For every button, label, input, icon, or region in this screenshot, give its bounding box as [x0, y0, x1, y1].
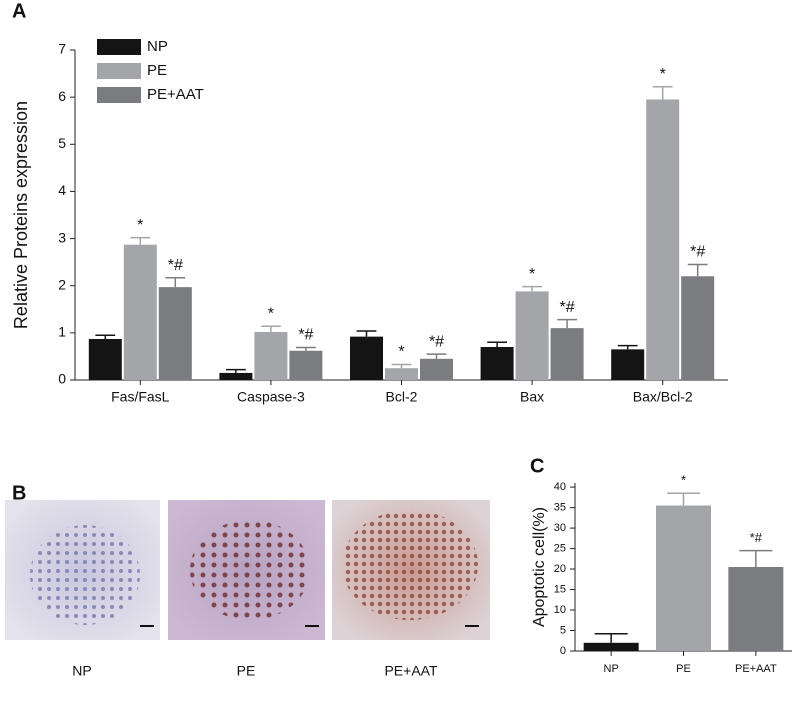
bar [515, 291, 549, 380]
legend-label: PE+AAT [147, 86, 204, 103]
y-tick-label: 15 [554, 583, 566, 595]
y-tick-label: 2 [58, 276, 66, 292]
caption: NP [72, 663, 91, 679]
legend-label: NP [147, 38, 168, 55]
y-tick-label: 35 [554, 501, 566, 513]
scale-bar [465, 625, 479, 627]
y-tick-label: 5 [58, 135, 66, 151]
significance: * [529, 266, 535, 283]
bar [254, 331, 288, 380]
y-axis-label: Relative Proteins expression [11, 101, 31, 329]
y-tick-label: 3 [58, 229, 66, 245]
y-tick-label: 10 [554, 604, 566, 616]
y-tick-label: 6 [58, 88, 66, 104]
significance: *# [560, 299, 575, 316]
significance: * [660, 66, 666, 83]
bar [88, 338, 122, 380]
panel-label: C [530, 455, 544, 477]
x-tick-label: Bax [520, 389, 544, 405]
y-tick-label: 30 [554, 522, 566, 534]
y-tick-label: 1 [58, 324, 66, 340]
legend-swatch [97, 39, 141, 55]
y-tick-label: 25 [554, 542, 566, 554]
significance: *# [429, 333, 444, 350]
x-tick-label: PE+AAT [735, 663, 777, 675]
bar [611, 349, 645, 380]
y-tick-label: 40 [554, 481, 566, 493]
significance: *# [168, 257, 183, 274]
significance: * [268, 305, 274, 322]
micrographs [5, 500, 490, 640]
y-tick-label: 0 [560, 645, 566, 657]
legend-label: PE [147, 62, 167, 79]
scale-bar [140, 625, 154, 627]
y-tick-label: 20 [554, 563, 566, 575]
y-axis-label: Apoptotic cell(%) [531, 507, 548, 627]
y-tick-label: 7 [58, 41, 66, 57]
y-tick-label: 4 [58, 182, 66, 198]
bar [219, 372, 253, 380]
caption: PE [237, 663, 256, 679]
bar [728, 567, 784, 651]
significance: * [137, 217, 143, 234]
bar [480, 347, 514, 380]
bar [583, 642, 639, 651]
bar [646, 99, 680, 380]
bar [350, 336, 383, 380]
islet-np [30, 525, 140, 625]
bar [550, 328, 584, 380]
x-tick-label: Caspase-3 [237, 389, 305, 405]
bar [385, 368, 418, 380]
significance: * [398, 344, 404, 361]
bar [289, 350, 323, 380]
bar [158, 287, 192, 380]
y-tick-label: 0 [58, 371, 66, 387]
legend-swatch [97, 87, 141, 103]
y-tick-label: 5 [560, 624, 566, 636]
bar [420, 358, 453, 380]
significance: *# [690, 244, 705, 261]
panel-label: A [12, 0, 26, 22]
legend-swatch [97, 63, 141, 79]
scale-bar [305, 625, 319, 627]
x-tick-label: Bcl-2 [386, 389, 418, 405]
islet-pe [190, 520, 310, 620]
x-tick-label: Bax/Bcl-2 [633, 389, 693, 405]
bar [123, 244, 157, 380]
islet-pe-aat [342, 510, 478, 620]
significance: *# [298, 327, 313, 344]
x-tick-label: NP [604, 663, 619, 675]
panel-label: B [12, 482, 26, 504]
bar [681, 276, 715, 380]
significance: * [681, 473, 686, 488]
x-tick-label: PE [676, 663, 691, 675]
caption: PE+AAT [384, 663, 437, 679]
x-tick-label: Fas/FasL [111, 389, 170, 405]
bar [656, 505, 711, 651]
significance: *# [750, 530, 763, 545]
